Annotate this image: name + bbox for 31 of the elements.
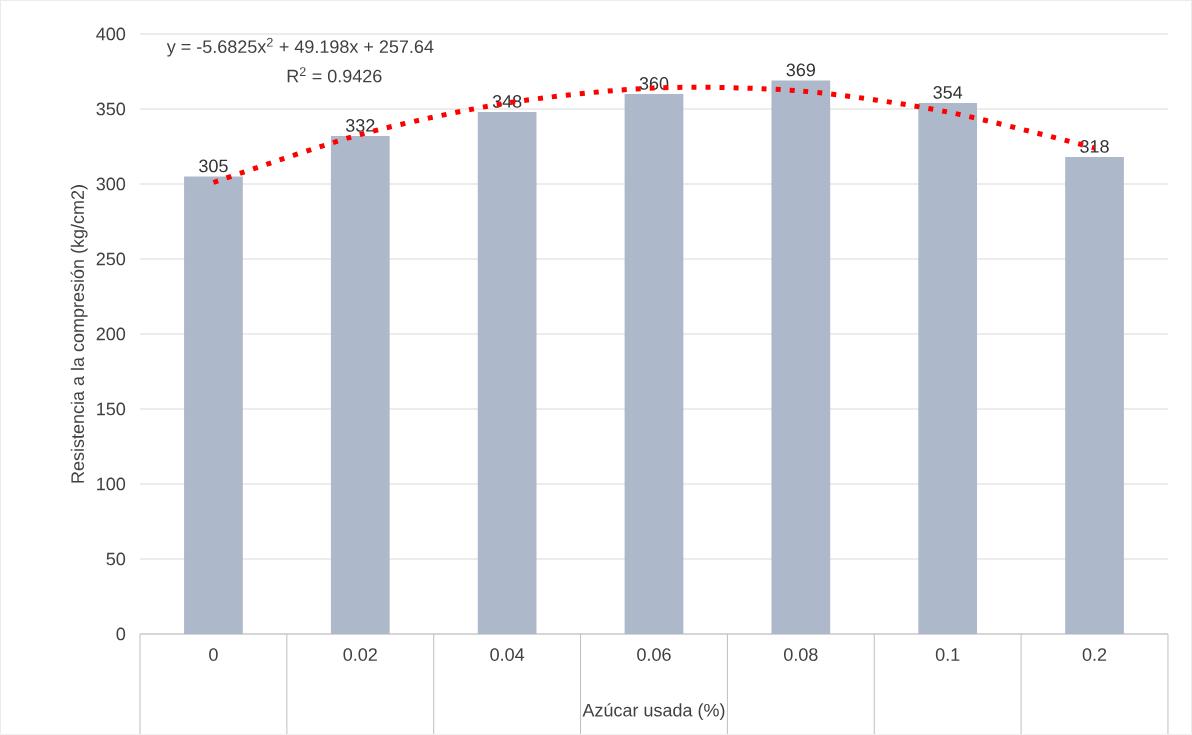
y-tick-label: 200 bbox=[96, 327, 126, 341]
y-tick-label: 400 bbox=[96, 27, 126, 41]
y-tick-label: 250 bbox=[96, 252, 126, 266]
y-tick-label: 0 bbox=[116, 627, 126, 641]
y-tick-label: 300 bbox=[96, 177, 126, 191]
x-axis-title: Azúcar usada (%) bbox=[582, 703, 725, 721]
x-tick-label: 0.06 bbox=[637, 648, 671, 661]
bar bbox=[184, 176, 243, 634]
x-tick-label: 0.02 bbox=[343, 648, 377, 661]
y-tick-label: 100 bbox=[97, 477, 126, 491]
data-label: 305 bbox=[199, 159, 228, 173]
bar bbox=[477, 111, 537, 634]
bar bbox=[624, 93, 684, 634]
bar bbox=[330, 135, 390, 634]
x-tick-label: 0.08 bbox=[784, 648, 818, 661]
bar bbox=[771, 80, 831, 634]
bar bbox=[918, 102, 978, 634]
data-label: 354 bbox=[933, 86, 963, 99]
x-tick-label: 0.1 bbox=[935, 648, 960, 661]
data-label: 369 bbox=[786, 63, 815, 77]
data-label: 332 bbox=[345, 119, 375, 132]
x-tick-label: 0.04 bbox=[490, 648, 525, 661]
x-tick-label: 0 bbox=[209, 648, 218, 661]
x-tick-label: 0.2 bbox=[1082, 648, 1107, 661]
y-tick-label: 50 bbox=[106, 552, 126, 566]
bar bbox=[1065, 156, 1124, 634]
annotation: y = -5.6825x$^{2}$ + 49.198x + 257.64 bbox=[166, 37, 434, 57]
y-axis-title: Resistencia a la compresión (kg/cm2) bbox=[70, 185, 88, 483]
annotation: R$^{2}$ = 0.9426 bbox=[287, 67, 382, 83]
y-tick-label: 350 bbox=[96, 102, 126, 116]
y-tick-label: 150 bbox=[97, 402, 126, 416]
